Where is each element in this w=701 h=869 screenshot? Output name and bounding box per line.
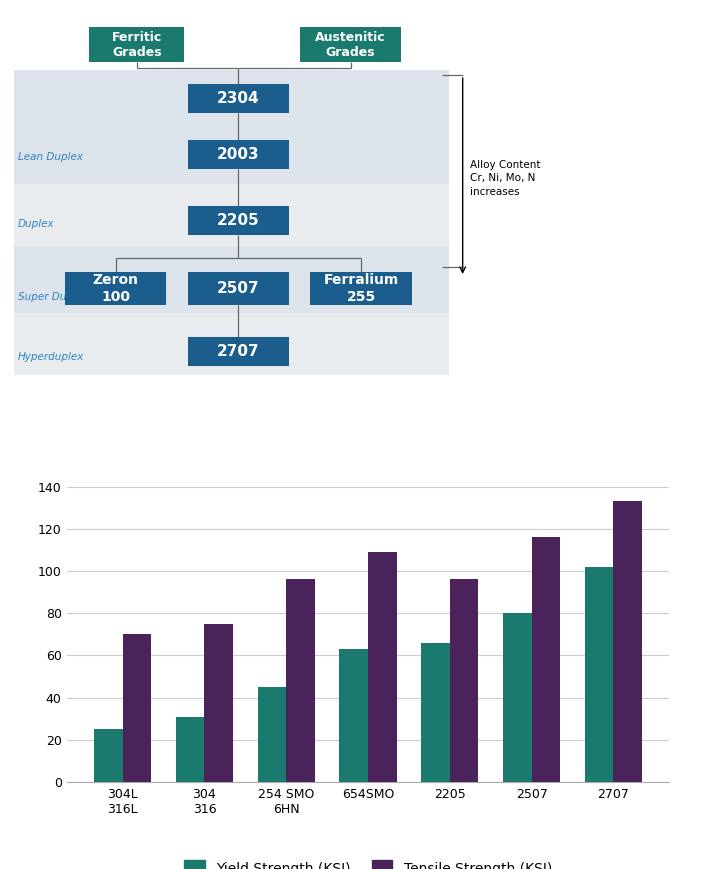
Legend: Yield Strength (KSI), Tensile Strength (KSI): Yield Strength (KSI), Tensile Strength (… xyxy=(179,854,557,869)
Bar xyxy=(339,649,368,782)
Bar xyxy=(176,717,205,782)
Text: Super Duplex: Super Duplex xyxy=(18,292,88,302)
Text: 2003: 2003 xyxy=(217,148,259,163)
Bar xyxy=(14,184,449,247)
Text: 2707: 2707 xyxy=(217,344,259,360)
Bar xyxy=(94,729,123,782)
Text: 2507: 2507 xyxy=(217,281,259,296)
Bar xyxy=(503,614,531,782)
Text: Lean Duplex: Lean Duplex xyxy=(18,152,83,163)
Bar xyxy=(585,567,613,782)
FancyBboxPatch shape xyxy=(65,272,167,305)
Bar xyxy=(14,248,449,312)
Bar xyxy=(205,624,233,782)
FancyBboxPatch shape xyxy=(90,27,184,63)
Bar xyxy=(368,552,397,782)
FancyBboxPatch shape xyxy=(188,140,289,169)
Text: Alloy Content
Cr, Ni, Mo, N
increases: Alloy Content Cr, Ni, Mo, N increases xyxy=(470,160,540,196)
Bar xyxy=(450,580,479,782)
FancyBboxPatch shape xyxy=(188,84,289,113)
FancyBboxPatch shape xyxy=(188,337,289,367)
FancyBboxPatch shape xyxy=(310,272,412,305)
Text: Duplex: Duplex xyxy=(18,219,54,229)
FancyBboxPatch shape xyxy=(300,27,401,63)
FancyBboxPatch shape xyxy=(188,206,289,235)
Bar xyxy=(14,70,449,183)
Text: Ferritic
Grades: Ferritic Grades xyxy=(111,30,162,58)
Bar xyxy=(421,643,450,782)
Text: Hyperduplex: Hyperduplex xyxy=(18,352,84,362)
Text: Zeron
100: Zeron 100 xyxy=(93,274,139,303)
Bar xyxy=(613,501,642,782)
Bar xyxy=(286,580,315,782)
Bar xyxy=(14,70,449,375)
Bar xyxy=(123,634,151,782)
Bar xyxy=(531,537,560,782)
Bar xyxy=(257,687,286,782)
Text: 2304: 2304 xyxy=(217,91,259,106)
Text: 2205: 2205 xyxy=(217,213,259,228)
FancyBboxPatch shape xyxy=(188,272,289,305)
Bar xyxy=(14,313,449,375)
Text: Ferralium
255: Ferralium 255 xyxy=(323,274,399,303)
Text: Austenitic
Grades: Austenitic Grades xyxy=(315,30,386,58)
